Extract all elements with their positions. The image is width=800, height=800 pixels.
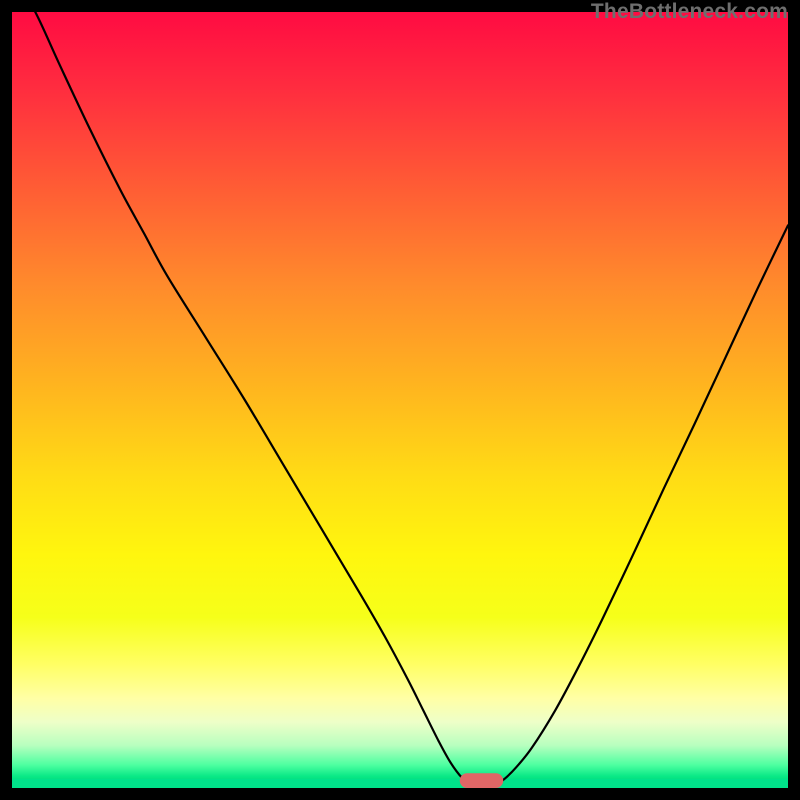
optimal-marker — [460, 773, 503, 788]
bottleneck-chart-svg — [12, 12, 788, 788]
green-baseline-band — [12, 779, 788, 788]
chart-frame: TheBottleneck.com — [0, 0, 800, 800]
plot-area — [12, 12, 788, 788]
watermark-text: TheBottleneck.com — [591, 0, 788, 24]
chart-background — [12, 12, 788, 788]
